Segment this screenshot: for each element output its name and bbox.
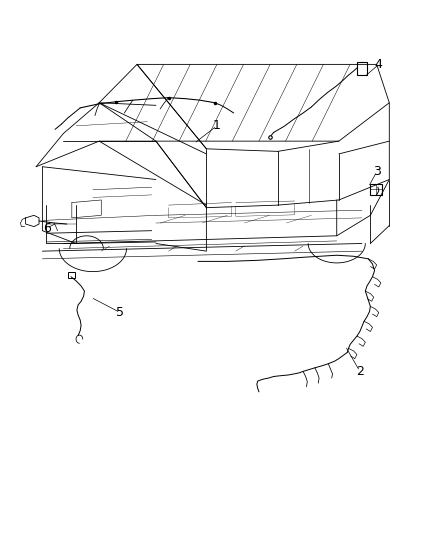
Bar [68, 272, 75, 278]
Text: 6: 6 [42, 222, 50, 235]
Text: 3: 3 [373, 165, 381, 179]
Text: 5: 5 [116, 306, 124, 319]
Bar [370, 183, 382, 195]
Text: 1: 1 [213, 119, 221, 132]
Text: 4: 4 [375, 58, 383, 71]
Text: 2: 2 [356, 365, 364, 378]
Bar [357, 62, 367, 75]
